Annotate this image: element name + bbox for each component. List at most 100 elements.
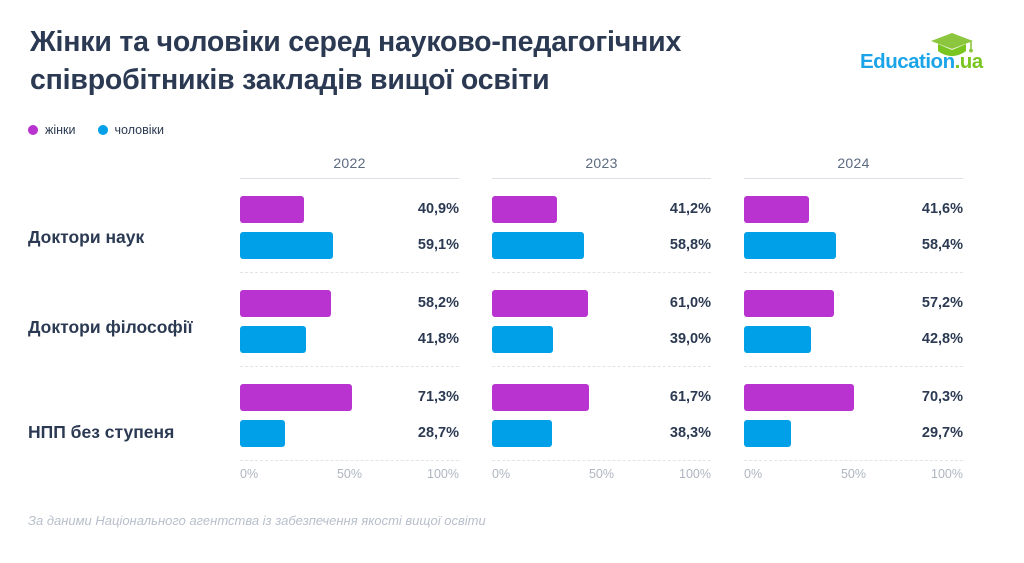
bar-group: 61,7% 38,3% bbox=[492, 366, 711, 460]
education-ua-logo[interactable]: Education.ua bbox=[860, 32, 983, 76]
bar-row: 41,8% bbox=[240, 321, 459, 357]
legend-item-women[interactable]: жінки bbox=[28, 123, 76, 137]
bar-row: 58,2% bbox=[240, 285, 459, 321]
bar-row: 59,1% bbox=[240, 227, 459, 263]
legend-label-men: чоловіки bbox=[114, 123, 164, 137]
category-label-doctors: Доктори наук bbox=[28, 227, 145, 247]
logo-name-suffix: .ua bbox=[954, 50, 984, 73]
panel-groups: 40,9% 59,1% 58,2% 41,8% 71,3% 28,7% bbox=[240, 179, 459, 460]
panel-2023: 2023 41,2% 58,8% 61,0% 39,0% 61,7% 38,3% 0% 5… bbox=[492, 155, 744, 500]
bar-men[interactable] bbox=[240, 231, 333, 259]
axis-2024: 0% 50% 100% bbox=[744, 460, 963, 482]
bar-value-label: 41,6% bbox=[921, 201, 963, 217]
panel-groups: 41,2% 58,8% 61,0% 39,0% 61,7% 38,3% bbox=[492, 179, 711, 460]
panel-rule bbox=[744, 178, 963, 179]
bar-track bbox=[492, 383, 649, 411]
bar-men[interactable] bbox=[492, 419, 553, 447]
panel-2022: 2022 40,9% 59,1% 58,2% 41,8% 71,3% 28,7% 0% 5… bbox=[240, 155, 492, 500]
bar-row: 61,0% bbox=[492, 285, 711, 321]
panel-2024: 2024 41,6% 58,4% 57,2% 42,8% 70,3% 29,7% 0% 5… bbox=[744, 155, 996, 500]
bar-group: 57,2% 42,8% bbox=[744, 272, 963, 366]
bar-track bbox=[240, 383, 397, 411]
bar-men[interactable] bbox=[492, 231, 585, 259]
bar-men[interactable] bbox=[240, 419, 286, 447]
bar-value-label: 38,3% bbox=[669, 425, 711, 441]
bar-value-label: 59,1% bbox=[417, 237, 459, 253]
bar-men[interactable] bbox=[744, 419, 791, 447]
bar-row: 58,8% bbox=[492, 227, 711, 263]
bar-value-label: 71,3% bbox=[417, 389, 459, 405]
bar-row: 29,7% bbox=[744, 415, 963, 451]
bar-group: 40,9% 59,1% bbox=[240, 179, 459, 272]
bar-group: 61,0% 39,0% bbox=[492, 272, 711, 366]
bar-track bbox=[240, 289, 397, 317]
bar-value-label: 41,8% bbox=[417, 331, 459, 347]
bar-men[interactable] bbox=[240, 325, 306, 353]
bar-value-label: 42,8% bbox=[921, 331, 963, 347]
axis-2023: 0% 50% 100% bbox=[492, 460, 711, 482]
category-labels: Доктори наук Доктори філософії НПП без с… bbox=[28, 155, 240, 500]
bar-women[interactable] bbox=[492, 289, 588, 317]
bar-row: 58,4% bbox=[744, 227, 963, 263]
bar-track bbox=[492, 195, 649, 223]
axis-tick-50: 50% bbox=[588, 467, 615, 481]
panel-title-2024: 2024 bbox=[837, 155, 870, 171]
bar-value-label: 29,7% bbox=[921, 425, 963, 441]
bar-women[interactable] bbox=[744, 289, 834, 317]
bar-value-label: 41,2% bbox=[669, 201, 711, 217]
bar-row: 42,8% bbox=[744, 321, 963, 357]
logo-name-primary: Education bbox=[860, 50, 955, 73]
bar-track bbox=[744, 383, 901, 411]
bar-group: 71,3% 28,7% bbox=[240, 366, 459, 460]
bar-women[interactable] bbox=[240, 195, 305, 223]
category-label-phd: Доктори філософії bbox=[28, 317, 193, 337]
legend-item-men[interactable]: чоловіки bbox=[97, 123, 164, 137]
source-note: За даними Національного агентства із заб… bbox=[28, 513, 486, 528]
axis-tick-100: 100% bbox=[427, 467, 459, 481]
bar-track bbox=[492, 325, 649, 353]
bar-track bbox=[492, 289, 649, 317]
bar-men[interactable] bbox=[744, 231, 836, 259]
bar-women[interactable] bbox=[744, 383, 855, 411]
bar-row: 40,9% bbox=[240, 191, 459, 227]
bar-women[interactable] bbox=[744, 195, 810, 223]
bar-row: 39,0% bbox=[492, 321, 711, 357]
bar-group: 58,2% 41,8% bbox=[240, 272, 459, 366]
bar-value-label: 40,9% bbox=[417, 201, 459, 217]
bar-row: 70,3% bbox=[744, 379, 963, 415]
axis-tick-50: 50% bbox=[336, 467, 363, 481]
bar-men[interactable] bbox=[492, 325, 554, 353]
panel-rule bbox=[240, 178, 459, 179]
bar-value-label: 58,4% bbox=[921, 237, 963, 253]
bar-track bbox=[240, 325, 397, 353]
bar-track bbox=[492, 419, 649, 447]
bar-group: 41,2% 58,8% bbox=[492, 179, 711, 272]
bar-men[interactable] bbox=[744, 325, 812, 353]
bar-value-label: 58,2% bbox=[417, 295, 459, 311]
bar-value-label: 28,7% bbox=[417, 425, 459, 441]
plot-area: Доктори наук Доктори філософії НПП без с… bbox=[28, 155, 996, 500]
bar-value-label: 39,0% bbox=[669, 331, 711, 347]
bar-track bbox=[492, 231, 649, 259]
bar-track bbox=[240, 419, 397, 447]
bar-value-label: 61,0% bbox=[669, 295, 711, 311]
bar-women[interactable] bbox=[492, 383, 589, 411]
panel-rule bbox=[492, 178, 711, 179]
category-label-no-degree: НПП без ступеня bbox=[28, 422, 175, 442]
panel-groups: 41,6% 58,4% 57,2% 42,8% 70,3% 29,7% bbox=[744, 179, 963, 460]
bar-row: 61,7% bbox=[492, 379, 711, 415]
bar-row: 41,2% bbox=[492, 191, 711, 227]
bar-track bbox=[744, 231, 901, 259]
bar-group: 70,3% 29,7% bbox=[744, 366, 963, 460]
bar-row: 38,3% bbox=[492, 415, 711, 451]
bar-women[interactable] bbox=[240, 383, 352, 411]
axis-tick-50: 50% bbox=[840, 467, 867, 481]
bar-women[interactable] bbox=[240, 289, 332, 317]
bar-row: 41,6% bbox=[744, 191, 963, 227]
bar-row: 71,3% bbox=[240, 379, 459, 415]
bar-value-label: 57,2% bbox=[921, 295, 963, 311]
bar-track bbox=[744, 195, 901, 223]
bar-women[interactable] bbox=[492, 195, 557, 223]
axis-tick-0: 0% bbox=[744, 467, 763, 481]
